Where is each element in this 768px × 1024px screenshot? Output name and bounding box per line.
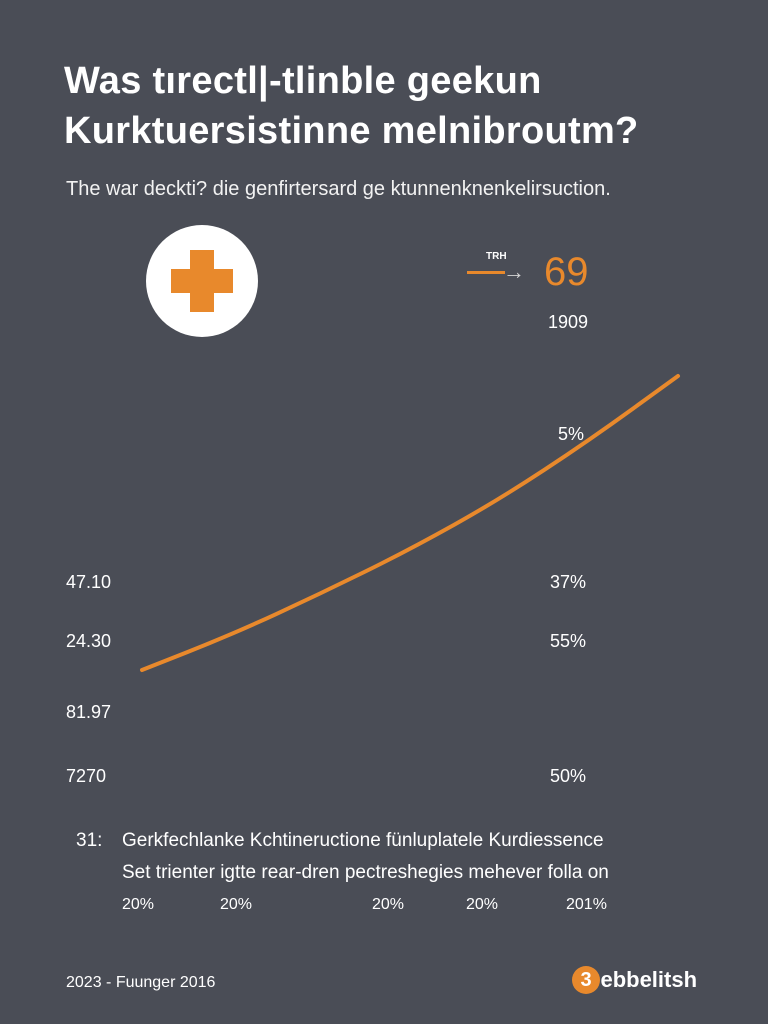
page-title: Was tırectl|-tlinble geekun Kurktuersist… — [64, 56, 744, 156]
plus-icon — [146, 225, 258, 337]
y-label-left: 7270 — [66, 766, 107, 786]
y-label-left: 24.30 — [66, 631, 112, 651]
logo-badge-icon: 3 — [572, 966, 600, 994]
footer-number: 31: — [76, 830, 103, 851]
footer-line-2: Set trienter igtte rear-dren pectreshegi… — [122, 862, 609, 883]
right-arrow-icon: → — [503, 259, 525, 284]
callout-line — [467, 271, 505, 274]
footer-percent: 20% — [372, 896, 405, 913]
footer-percent: 201% — [566, 896, 607, 913]
footer-percent: 20% — [466, 896, 499, 913]
y-label-right: 55% — [550, 631, 587, 651]
subtitle: The war deckti? die genfirtersard ge ktu… — [66, 178, 611, 200]
title-line-1: Was tırectl|-tlinble geekun — [64, 60, 542, 102]
footer-date: 2023 - Fuunger 2016 — [66, 974, 216, 991]
y-label-right: 37% — [550, 572, 587, 592]
footer-line-1: Gerkfechlanke Kchtineructione fünluplate… — [122, 830, 604, 851]
y-label-right: 50% — [550, 766, 587, 786]
y-label-left: 47.10 — [66, 572, 112, 592]
footer-percent: 20% — [220, 896, 253, 913]
series-line — [140, 374, 680, 672]
logo-text: ebbelitsh — [600, 967, 698, 992]
brand-logo: 3 ebbelitsh — [572, 966, 697, 994]
callout-year: 1909 — [548, 312, 589, 332]
footer-percent: 20% — [122, 896, 155, 913]
callout-value: 69 — [544, 250, 589, 294]
y-label-right: 5% — [558, 424, 585, 444]
callout-label: TRH — [486, 251, 507, 262]
y-label-left: 81.97 — [66, 702, 112, 722]
title-line-2: Kurktuersistinne melnibroutm? — [64, 110, 639, 152]
